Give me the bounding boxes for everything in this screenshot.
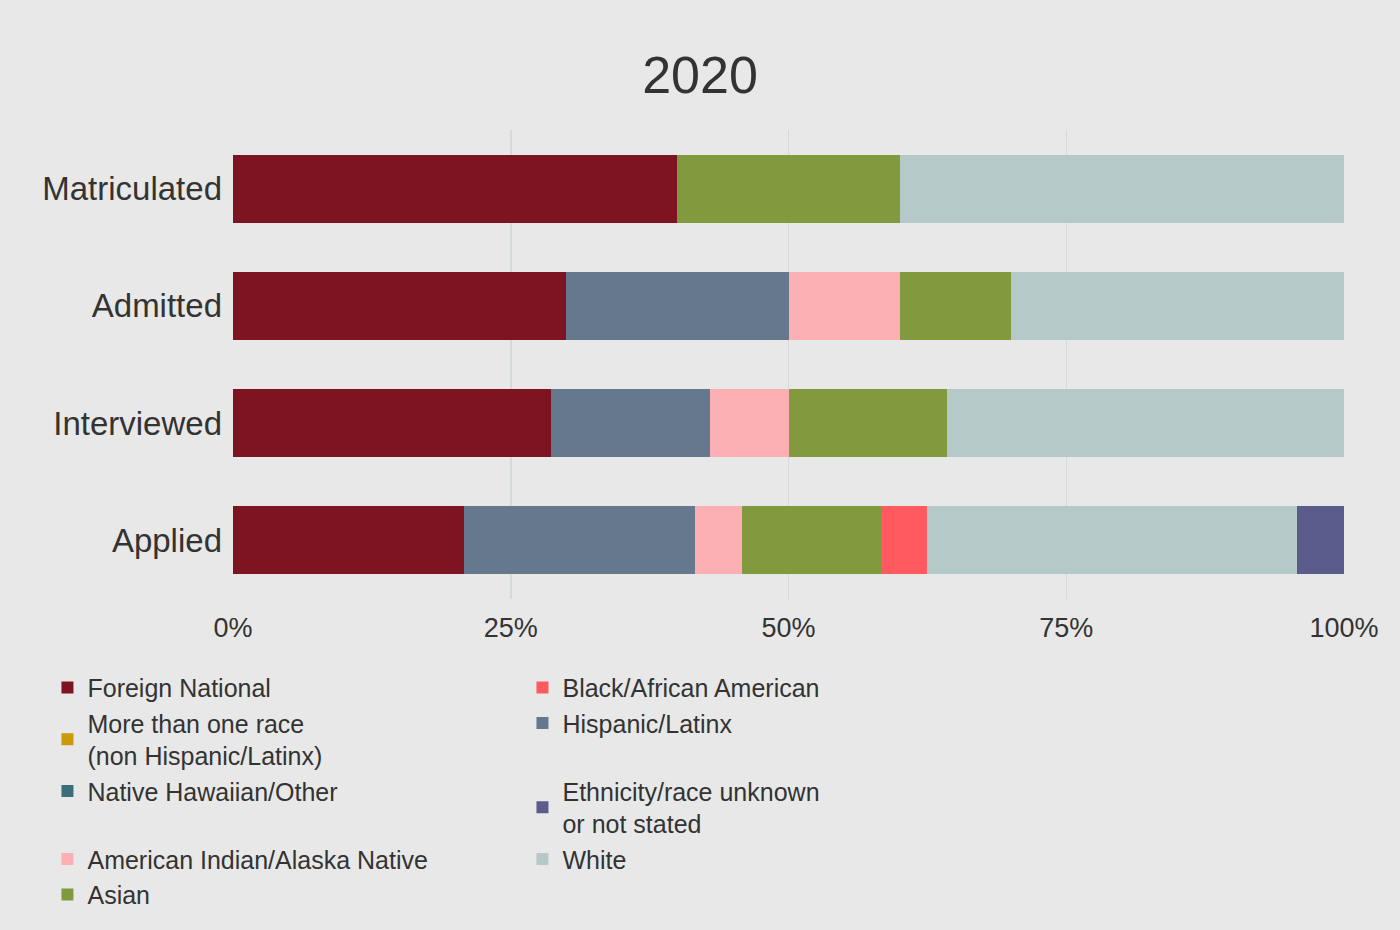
svg-text:White: White: [562, 846, 626, 874]
svg-text:2020: 2020: [642, 46, 758, 104]
svg-text:Ethnicity/race unknownor not s: Ethnicity/race unknownor not stated: [562, 778, 819, 839]
svg-text:American Indian/Alaska Native: American Indian/Alaska Native: [87, 846, 427, 874]
svg-text:Interviewed: Interviewed: [53, 405, 222, 442]
svg-text:Applied: Applied: [112, 522, 222, 559]
svg-text:Matriculated: Matriculated: [42, 170, 222, 207]
svg-text:Native Hawaiian/Other: Native Hawaiian/Other: [87, 778, 337, 806]
svg-text:Hispanic/Latinx: Hispanic/Latinx: [562, 710, 732, 738]
svg-text:Admitted: Admitted: [92, 287, 222, 324]
svg-text:100%: 100%: [1309, 613, 1378, 643]
svg-text:Asian: Asian: [87, 881, 150, 909]
svg-text:More than one race(non Hispani: More than one race(non Hispanic/Latinx): [87, 710, 322, 771]
svg-text:Foreign National: Foreign National: [87, 674, 270, 702]
svg-text:0%: 0%: [213, 613, 252, 643]
svg-text:50%: 50%: [761, 613, 815, 643]
svg-text:75%: 75%: [1039, 613, 1093, 643]
svg-text:Black/African American: Black/African American: [562, 674, 819, 702]
svg-text:25%: 25%: [484, 613, 538, 643]
